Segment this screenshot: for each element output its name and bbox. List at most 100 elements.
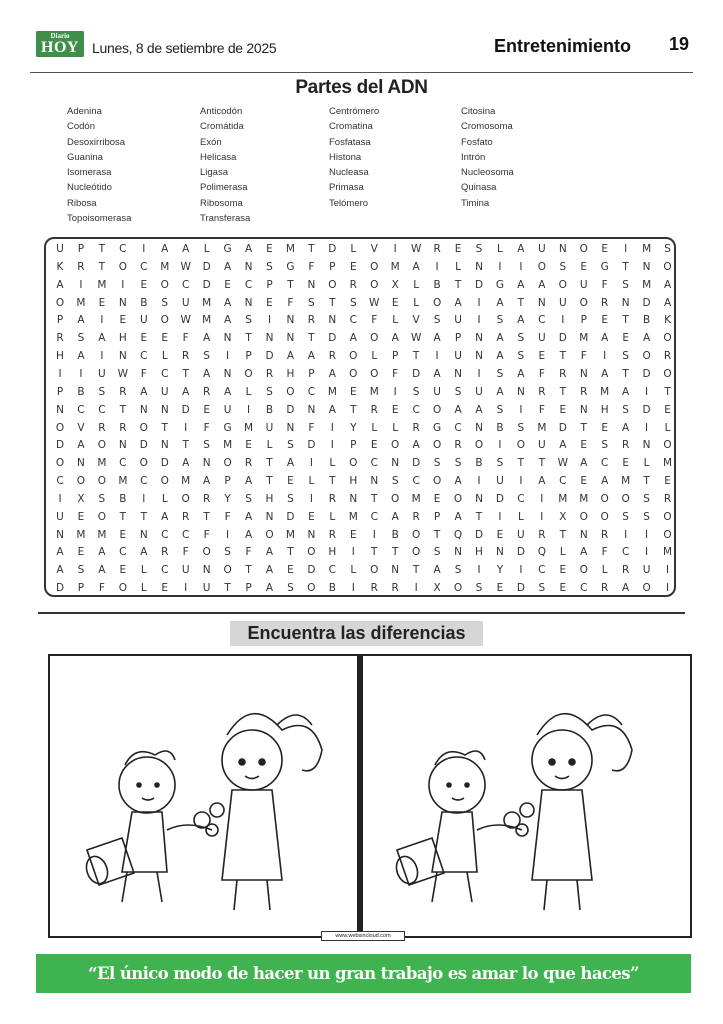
grid-letter: L (245, 385, 252, 398)
grid-letter: I (414, 582, 418, 595)
grid-letter: R (244, 457, 253, 470)
grid-letter: H (56, 350, 64, 363)
grid-letter: D (642, 296, 651, 309)
grid-letter: L (140, 582, 147, 595)
image-divider (357, 654, 363, 938)
grid-letter: O (579, 510, 588, 523)
grid-letter: M (118, 475, 128, 488)
grid-letter: T (412, 564, 420, 577)
grid-letter: O (118, 260, 127, 273)
grid-letter: N (391, 457, 400, 470)
grid-letter: T (580, 421, 587, 434)
grid-letter: S (496, 457, 504, 470)
grid-letter: R (433, 243, 441, 255)
grid-letter: E (664, 475, 671, 488)
grid-letter: F (203, 528, 210, 541)
grid-letter: Q (453, 528, 463, 541)
grid-letter: T (287, 278, 294, 291)
grid-letter: D (307, 564, 316, 577)
grid-letter: C (119, 457, 127, 470)
grid-letter: E (119, 528, 127, 541)
grid-letter: C (77, 403, 85, 416)
grid-letter: H (118, 332, 127, 345)
grid-letter: S (287, 492, 294, 505)
grid-letter: D (558, 332, 567, 345)
word-list-item: Isomerasa (67, 167, 112, 179)
grid-letter: I (477, 367, 481, 380)
grid-letter: V (77, 421, 85, 434)
grid-letter: I (645, 385, 649, 398)
grid-letter: P (392, 350, 399, 363)
grid-letter: U (202, 582, 211, 595)
grid-letter: U (56, 510, 64, 523)
grid-letter: N (370, 475, 379, 488)
grid-letter: A (643, 332, 651, 345)
grid-letter: N (328, 314, 337, 327)
grid-letter: L (140, 564, 147, 577)
grid-letter: O (516, 439, 526, 452)
grid-letter: O (370, 260, 379, 273)
grid-letter: S (517, 421, 525, 434)
grid-letter: M (663, 457, 673, 470)
grid-letter: T (98, 260, 106, 273)
grid-letter: A (77, 314, 85, 327)
grid-letter: D (412, 457, 421, 470)
grid-letter: S (266, 260, 273, 273)
word-column: Citosina Cromosoma Fosfato Intrón Nucleosoma… (461, 104, 514, 211)
grid-letter: S (517, 332, 525, 345)
grid-letter: F (245, 546, 252, 559)
grid-letter: F (601, 278, 608, 291)
grid-letter: R (202, 492, 211, 505)
grid-letter: F (182, 332, 189, 345)
word-list-item: Quinasa (461, 182, 497, 194)
grid-letter: S (203, 439, 210, 452)
grid-letter: A (56, 564, 64, 577)
grid-letter: E (622, 332, 629, 345)
grid-letter: I (477, 296, 481, 309)
grid-letter: H (265, 492, 274, 505)
grid-letter: U (433, 385, 441, 398)
grid-letter: P (245, 582, 252, 595)
grid-letter: E (349, 385, 357, 398)
grid-letter: A (203, 475, 211, 488)
grid-letter: S (454, 457, 462, 470)
grid-letter: U (98, 367, 106, 380)
grid-letter: R (265, 367, 274, 380)
grid-letter: R (621, 439, 630, 452)
grid-letter: I (498, 439, 502, 452)
grid-letter: B (642, 314, 651, 327)
grid-letter: L (203, 243, 210, 255)
grid-letter: E (203, 403, 210, 416)
grid-letter: M (76, 296, 86, 309)
grid-letter: A (496, 385, 504, 398)
grid-letter: O (97, 439, 107, 452)
grid-letter: B (475, 457, 483, 470)
grid-letter: W (180, 314, 191, 327)
section-title: Entretenimiento (494, 36, 632, 56)
grid-letter: S (433, 314, 441, 327)
grid-letter: R (601, 296, 609, 309)
quote-banner: “El único modo de hacer un gran trabajo … (36, 954, 691, 993)
word-column: Adenina Codón Desoxirribosa Guanina Isomeras… (67, 104, 131, 226)
grid-letter: N (579, 367, 588, 380)
grid-letter: O (370, 278, 379, 291)
grid-letter: N (391, 564, 400, 577)
grid-letter: O (642, 582, 651, 595)
grid-letter: A (454, 510, 462, 523)
grid-letter: I (519, 475, 523, 488)
grid-letter: A (412, 260, 420, 273)
grid-letter: O (223, 564, 232, 577)
grid-letter: U (160, 385, 169, 398)
grid-letter: A (328, 367, 336, 380)
grid-letter: W (117, 367, 129, 380)
grid-letter: A (475, 403, 483, 416)
grid-letter: T (161, 421, 168, 434)
grid-letter: S (496, 367, 504, 380)
grid-letter: U (475, 385, 483, 398)
grid-letter: P (56, 314, 64, 327)
grid-letter: E (119, 564, 127, 577)
grid-letter: L (413, 296, 420, 309)
grid-letter: S (77, 332, 85, 345)
grid-letter: O (663, 367, 672, 380)
grid-letter: O (474, 439, 484, 452)
